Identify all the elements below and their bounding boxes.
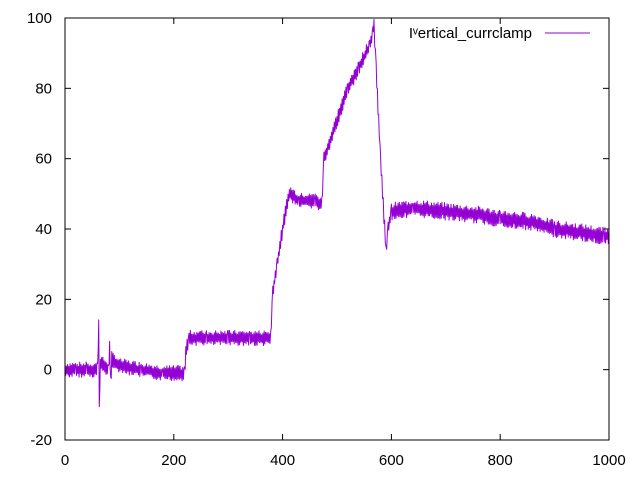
y-tick-label: 100 [27,10,52,27]
y-tick-label: -20 [30,432,52,449]
y-tick-label: 60 [35,151,52,168]
x-tick-label: 600 [379,452,404,469]
plot-frame [64,17,610,441]
y-tick-label: 80 [35,80,52,97]
y-tick-label: 20 [35,291,52,308]
series-layer [64,18,610,408]
x-tick-label: 0 [61,452,69,469]
axis-ticks: 0 200 400 600 800 1000 -20 0 20 40 60 80 100 [27,10,626,469]
x-tick-label: 800 [488,452,513,469]
y-tick-label: 40 [35,221,52,238]
x-tick-label: 200 [161,452,186,469]
legend: Iᵛertical_currclamp [409,25,590,42]
legend-label: Iᵛertical_currclamp [409,25,532,42]
x-tick-label: 400 [270,452,295,469]
series-line [64,18,610,408]
x-tick-label: 1000 [592,452,625,469]
y-tick-label: 0 [44,362,52,379]
